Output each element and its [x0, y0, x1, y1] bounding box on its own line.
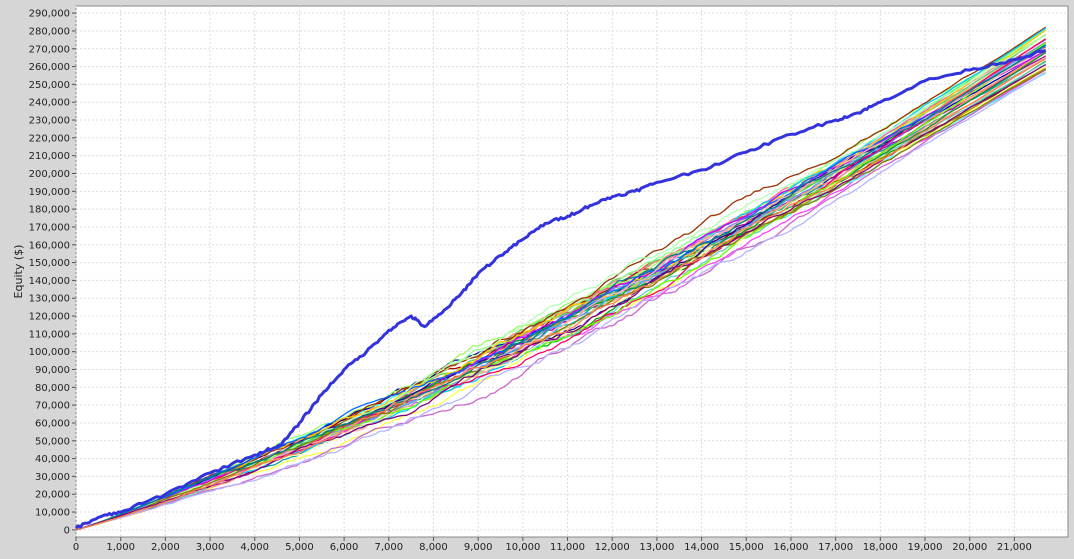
simulation-line: [75, 71, 1047, 531]
x-tick-label: 14,000: [684, 542, 719, 553]
y-tick-label: 220,000: [29, 133, 70, 144]
x-tick-label: 9,000: [464, 542, 493, 553]
y-tick-label: 250,000: [29, 80, 70, 91]
x-tick-label: 15,000: [729, 542, 764, 553]
y-tick-label: 170,000: [29, 222, 70, 233]
y-tick-label: 0: [64, 525, 70, 536]
y-tick-label: 70,000: [35, 401, 70, 412]
y-tick-label: 260,000: [29, 62, 70, 73]
y-tick-label: 60,000: [35, 418, 70, 429]
x-tick-label: 10,000: [505, 542, 540, 553]
y-tick-label: 30,000: [35, 472, 70, 483]
y-tick-label: 90,000: [35, 365, 70, 376]
x-tick-label: 13,000: [639, 542, 674, 553]
y-tick-label: 210,000: [29, 151, 70, 162]
y-tick-label: 270,000: [29, 44, 70, 55]
x-tick-label: 16,000: [773, 542, 808, 553]
y-tick-label: 130,000: [29, 294, 70, 305]
y-tick-label: 100,000: [29, 347, 70, 358]
y-tick-label: 40,000: [35, 454, 70, 465]
x-tick-label: 18,000: [863, 542, 898, 553]
simulation-line: [75, 44, 1047, 531]
y-tick-label: 110,000: [29, 329, 70, 340]
x-axis-ticks: 0 1,000 2,000 3,000 4,000 5,000 6,000 7,000 8,00…: [73, 537, 1032, 553]
y-tick-label: 190,000: [29, 187, 70, 198]
y-tick-label: 290,000: [29, 9, 70, 20]
simulation-line: [75, 44, 1047, 531]
x-tick-label: 1,000: [106, 542, 135, 553]
y-axis-ticks: 0 10,000 20,000 30,000 40,000 50,000 60,000 70,…: [29, 9, 76, 536]
x-tick-label: 7,000: [374, 542, 403, 553]
y-tick-label: 200,000: [29, 169, 70, 180]
plot-area: [75, 5, 1069, 538]
y-tick-label: 80,000: [35, 383, 70, 394]
x-tick-label: 21,000: [997, 542, 1032, 553]
y-tick-label: 150,000: [29, 258, 70, 269]
x-tick-label: 19,000: [908, 542, 943, 553]
y-tick-label: 230,000: [29, 116, 70, 127]
x-tick-label: 12,000: [595, 542, 630, 553]
y-tick-label: 20,000: [35, 490, 70, 501]
x-tick-label: 2,000: [151, 542, 180, 553]
y-tick-label: 160,000: [29, 240, 70, 251]
x-tick-label: 8,000: [419, 542, 448, 553]
y-tick-label: 10,000: [35, 508, 70, 519]
x-tick-label: 0: [73, 542, 79, 553]
y-axis-title: Equity ($): [12, 245, 25, 299]
x-tick-label: 20,000: [952, 542, 987, 553]
simulation-line: [75, 69, 1047, 531]
x-tick-label: 5,000: [285, 542, 314, 553]
x-tick-label: 11,000: [550, 542, 585, 553]
actual-equity-line: [74, 49, 1047, 530]
simulation-line: [75, 34, 1047, 531]
y-tick-label: 50,000: [35, 436, 70, 447]
simulation-line: [75, 58, 1047, 531]
y-tick-label: 280,000: [29, 26, 70, 37]
x-tick-label: 3,000: [196, 542, 225, 553]
simulation-line: [75, 26, 1047, 531]
y-tick-label: 240,000: [29, 98, 70, 109]
x-tick-label: 17,000: [818, 542, 853, 553]
x-tick-label: 4,000: [240, 542, 269, 553]
y-tick-label: 180,000: [29, 205, 70, 216]
y-tick-label: 120,000: [29, 312, 70, 323]
series-group: [74, 26, 1047, 531]
y-tick-label: 140,000: [29, 276, 70, 287]
x-tick-label: 6,000: [330, 542, 359, 553]
